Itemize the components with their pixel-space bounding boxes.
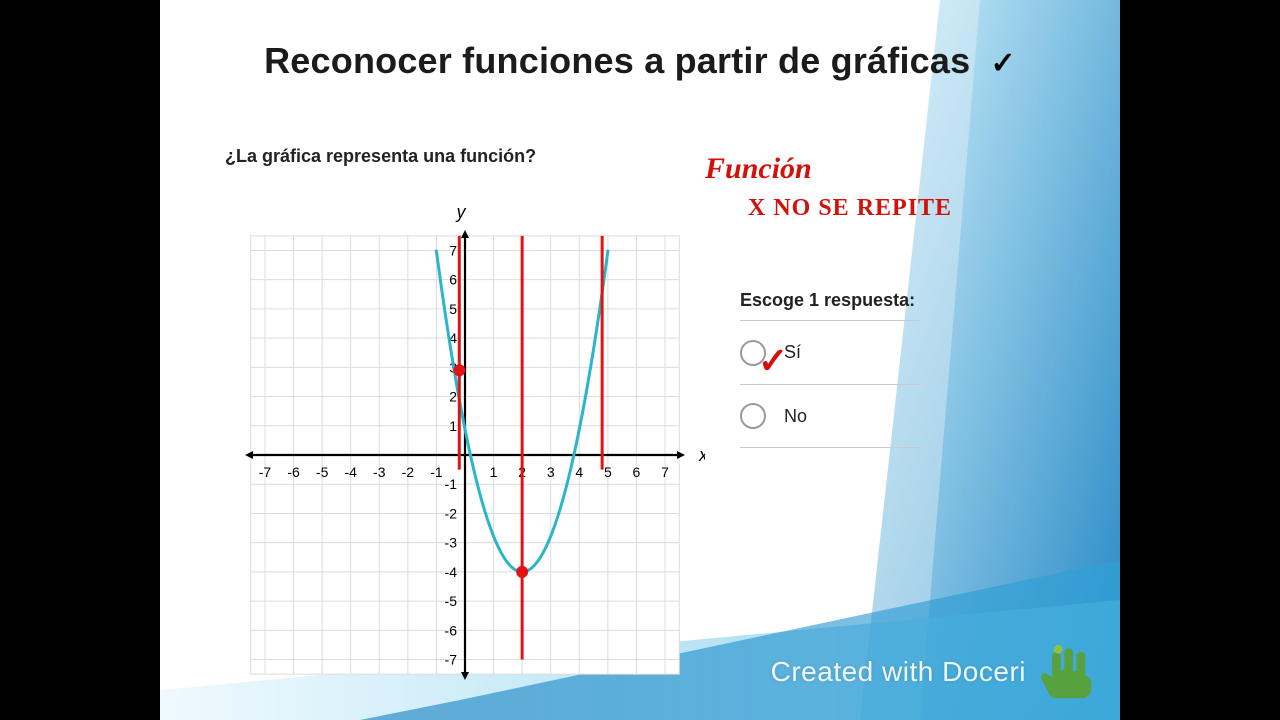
- svg-text:6: 6: [449, 272, 457, 288]
- svg-text:-1: -1: [430, 464, 443, 480]
- svg-text:-2: -2: [402, 464, 415, 480]
- svg-text:-6: -6: [445, 622, 458, 638]
- svg-text:y: y: [455, 202, 467, 222]
- svg-text:1: 1: [490, 464, 498, 480]
- svg-text:7: 7: [661, 464, 669, 480]
- svg-text:5: 5: [604, 464, 612, 480]
- handwriting-line1: Función: [705, 152, 812, 186]
- doceri-hand-icon: [1038, 644, 1094, 700]
- handwriting-check-icon: ✓: [758, 340, 788, 382]
- svg-text:-3: -3: [445, 535, 458, 551]
- title-text: Reconocer funciones a partir de gráficas: [264, 40, 970, 81]
- svg-text:-2: -2: [445, 505, 458, 521]
- svg-text:6: 6: [633, 464, 641, 480]
- option-label: No: [784, 406, 807, 427]
- svg-text:-7: -7: [445, 652, 458, 668]
- slide-stage: Reconocer funciones a partir de gráficas…: [160, 0, 1120, 720]
- watermark-text: Created with Doceri: [771, 656, 1026, 688]
- svg-text:5: 5: [449, 301, 457, 317]
- function-chart: -7-6-5-4-3-2-11234567-7-6-5-4-3-2-112345…: [205, 190, 705, 700]
- svg-text:-3: -3: [373, 464, 386, 480]
- question-text: ¿La gráfica representa una función?: [225, 146, 536, 167]
- watermark: Created with Doceri: [771, 644, 1094, 700]
- svg-text:x: x: [698, 445, 705, 465]
- title-check-icon: ✓: [991, 46, 1016, 81]
- svg-text:-5: -5: [316, 464, 329, 480]
- answer-option-no[interactable]: No: [740, 384, 920, 448]
- page-title: Reconocer funciones a partir de gráficas…: [160, 40, 1120, 82]
- svg-text:4: 4: [575, 464, 583, 480]
- svg-text:-4: -4: [344, 464, 357, 480]
- answer-prompt: Escoge 1 respuesta:: [740, 290, 915, 311]
- svg-text:-5: -5: [445, 593, 458, 609]
- radio-icon: [740, 403, 766, 429]
- svg-text:-1: -1: [445, 476, 458, 492]
- svg-text:-7: -7: [259, 464, 272, 480]
- svg-text:3: 3: [547, 464, 555, 480]
- svg-text:7: 7: [449, 242, 457, 258]
- svg-text:-4: -4: [445, 564, 458, 580]
- svg-text:2: 2: [449, 389, 457, 405]
- svg-text:1: 1: [449, 418, 457, 434]
- svg-text:-6: -6: [287, 464, 300, 480]
- handwriting-line2: X NO SE REPITE: [748, 195, 952, 222]
